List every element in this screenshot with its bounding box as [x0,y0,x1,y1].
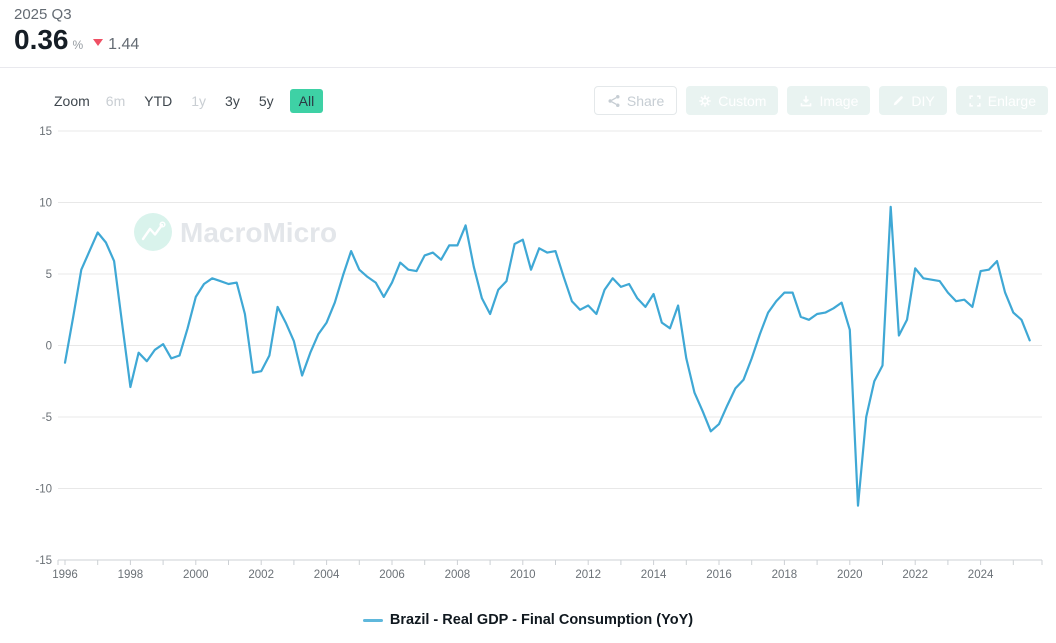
share-button-label: Share [626,92,665,109]
pencil-icon [891,94,905,108]
x-axis: 1996 1998 2000 2002 2004 2006 2008 2010 2012 2014… [52,559,1043,581]
x-axis-tick-label: 2006 [379,569,405,581]
enlarge-button[interactable]: Enlarge [955,86,1048,115]
watermark-logo-zigzag [141,223,164,241]
range-5y[interactable]: 5y [256,90,277,112]
chart-toolbar: Zoom 6m YTD 1y 3y 5y All Share [0,86,1056,115]
x-axis-tick-label: 2000 [183,569,209,581]
x-axis-tick-label: 2020 [837,569,863,581]
legend: Brazil - Real GDP - Final Consumption (Y… [0,612,1056,628]
change-down-icon [93,38,104,46]
zoom-label: Zoom [54,92,90,109]
latest-period: 2025 Q3 [14,6,72,23]
x-axis-tick-label: 1998 [118,569,144,581]
gear-icon [698,94,712,108]
y-axis-tick-label: 5 [46,269,52,281]
action-button-group: Share Custom [593,86,1048,115]
image-button[interactable]: Image [787,86,871,115]
x-axis-tick-label: 2018 [772,569,798,581]
enlarge-icon [968,94,982,108]
legend-line-swatch [362,618,383,622]
x-axis-tick-label: 2010 [510,569,536,581]
diy-button[interactable]: DIY [879,86,947,115]
range-ytd[interactable]: YTD [141,90,175,112]
chart-header: 2025 Q3 0.36 % 1.44 [0,0,1056,68]
share-button[interactable]: Share [593,86,678,115]
watermark-text: MacroMicro [180,217,337,248]
x-axis-tick-label: 2012 [575,569,601,581]
image-button-label: Image [819,92,859,109]
change-value: 1.44 [108,36,140,53]
y-axis-tick-label: -15 [35,555,52,567]
range-3y[interactable]: 3y [222,90,243,112]
range-6m[interactable]: 6m [103,90,128,112]
x-axis-tick-label: 1996 [52,569,78,581]
x-axis-tick-label: 2002 [248,569,274,581]
custom-button-label: Custom [718,92,767,109]
range-all[interactable]: All [289,88,324,113]
watermark-logo-dot [159,221,166,228]
x-axis-tick-label: 2016 [706,569,732,581]
x-axis-tick-label: 2008 [445,569,471,581]
series-line[interactable] [63,205,1031,507]
enlarge-button-label: Enlarge [987,92,1036,109]
x-axis-tick-label: 2014 [641,569,667,581]
value-unit: % [72,38,84,52]
latest-value-row: 0.36 % 1.44 [14,26,1042,54]
y-axis-tick-label: -5 [42,412,52,424]
latest-value: 0.36 [14,24,69,55]
x-axis-tick-label: 2022 [902,569,928,581]
y-axis-tick-label: -10 [35,484,52,496]
x-axis-tick-label: 2024 [968,569,994,581]
diy-button-label: DIY [911,92,935,109]
zoom-range-group: Zoom 6m YTD 1y 3y 5y All [54,88,324,113]
custom-button[interactable]: Custom [686,86,779,115]
legend-series-label[interactable]: Brazil - Real GDP - Final Consumption (Y… [389,612,694,628]
y-axis-tick-label: 15 [39,126,52,138]
y-axis-tick-label: 0 [46,341,52,353]
share-icon [607,94,621,108]
range-1y[interactable]: 1y [188,90,209,112]
gridlines: 15 10 5 0 -5 -10 -15 [35,126,1042,567]
y-axis-tick-label: 10 [39,198,52,210]
x-axis-tick-label: 2004 [314,569,340,581]
watermark: MacroMicro [134,213,337,251]
download-icon [799,94,813,108]
